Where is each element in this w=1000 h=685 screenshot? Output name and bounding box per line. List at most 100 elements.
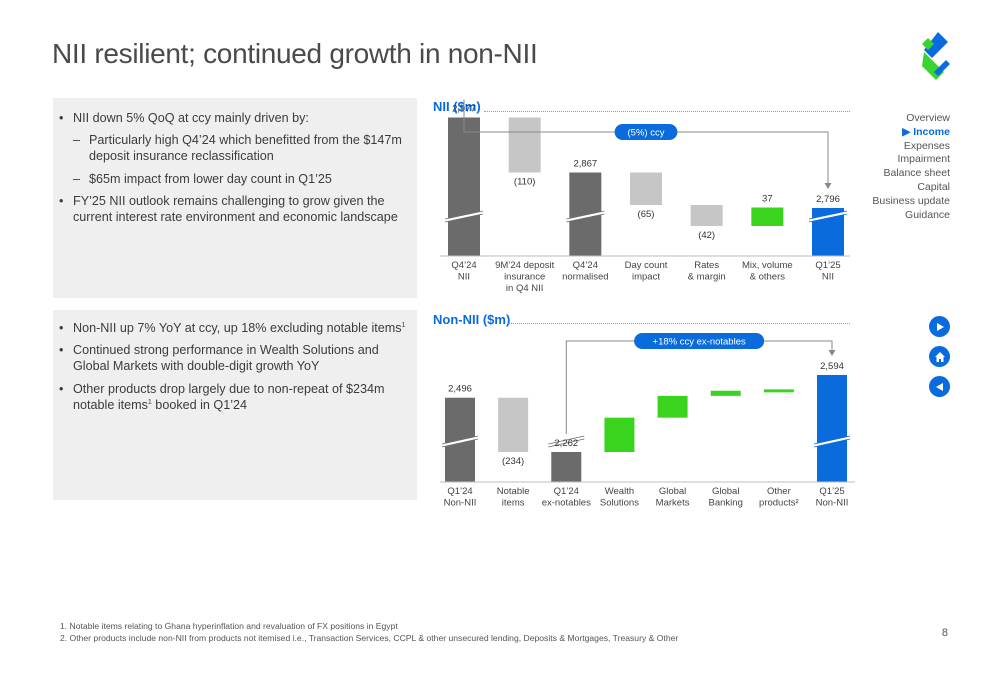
category-label: in Q4 NII [506, 283, 544, 294]
waterfall-bar [551, 452, 582, 482]
non-nii-chart-title: Non-NII ($m) [433, 312, 511, 327]
axis-break-mark [814, 436, 850, 447]
non-nii-bullet-list: Non-NII up 7% YoY at ccy, up 18% excludi… [53, 320, 417, 413]
footnotes: 1. Notable items relating to Ghana hyper… [60, 620, 678, 644]
annotation-pill [634, 333, 765, 349]
footnote: 1. Notable items relating to Ghana hyper… [60, 621, 398, 631]
axis-break-mark [809, 211, 847, 222]
category-label: Markets [656, 498, 690, 509]
waterfall-bar [604, 417, 635, 452]
bullet-item: Particularly high Q4’24 which benefitted… [53, 132, 417, 164]
category-label: Solutions [600, 498, 639, 509]
waterfall-bar [690, 205, 723, 226]
page-title: NII resilient; continued growth in non-N… [52, 38, 538, 69]
category-label: Q1’24 [554, 486, 579, 497]
category-label: Rates [694, 260, 719, 271]
data-label: (42) [698, 230, 715, 241]
data-label: 2,796 [816, 194, 840, 205]
annotation-text: (5%) ccy [628, 128, 665, 139]
bullet-item: Non-NII up 7% YoY at ccy, up 18% excludi… [53, 320, 417, 336]
bullet-item: $65m impact from lower day count in Q1’2… [53, 171, 417, 187]
waterfall-bar [448, 117, 480, 256]
page-number: 8 [941, 627, 948, 639]
axis-break-mark [444, 210, 484, 223]
category-label: Q1’25 [819, 486, 844, 497]
nav-item-capital[interactable]: Capital [917, 180, 950, 193]
bullet-item: Other products drop largely due to non-r… [53, 381, 417, 413]
nav-item-guidance[interactable]: Guidance [905, 208, 950, 221]
category-label: Non-NII [444, 498, 477, 509]
bullet-item: NII down 5% QoQ at ccy mainly driven by: [53, 110, 417, 126]
axis-break-mark [445, 211, 483, 222]
nav-item-overview[interactable]: Overview [906, 112, 950, 124]
category-label: Global [712, 486, 739, 497]
waterfall-bar [498, 397, 529, 452]
data-label: 2,594 [820, 361, 844, 372]
waterfall-bar [763, 389, 794, 393]
axis-break-mark [566, 210, 605, 223]
data-label: 37 [762, 194, 773, 205]
play-right-icon [936, 322, 944, 331]
waterfall-bar [657, 395, 688, 418]
non-nii-commentary-panel: Non-NII up 7% YoY at ccy, up 18% excludi… [53, 310, 417, 500]
category-label: Q4’24 [573, 260, 598, 271]
annotation-arrowhead [824, 183, 832, 189]
data-label: 2,262 [554, 438, 578, 449]
waterfall-bar [710, 390, 741, 396]
divider [484, 111, 850, 112]
category-label: insurance [504, 272, 545, 283]
category-label: NII [822, 272, 834, 283]
nii-bullet-list: NII down 5% QoQ at ccy mainly driven by:… [53, 110, 417, 225]
nav-item-business-update[interactable]: Business update [872, 194, 950, 207]
bullet-item: Continued strong performance in Wealth S… [53, 342, 417, 374]
bullet-item: FY’25 NII outlook remains challenging to… [53, 193, 417, 225]
divider [508, 323, 850, 324]
category-label: Q4’24 [451, 260, 476, 271]
axis-break-mark [442, 436, 478, 447]
play-left-icon [935, 382, 943, 391]
category-label: Notable [497, 486, 530, 497]
data-label: (234) [502, 456, 524, 467]
waterfall-bar [817, 374, 847, 482]
category-label: Non-NII [816, 498, 849, 509]
previous-slide-button[interactable] [929, 376, 950, 397]
home-icon [934, 351, 945, 362]
axis-break-mark [813, 435, 851, 448]
nav-item-expenses[interactable]: Expenses [903, 139, 950, 152]
waterfall-bar [508, 117, 541, 173]
category-label: 9M’24 deposit [495, 260, 555, 271]
category-label: Q1’25 [815, 260, 840, 271]
category-label: ex-notables [542, 498, 591, 509]
category-label: products² [759, 498, 799, 509]
section-nav: Overview ▶ Income Expenses Impairment Balanc… [872, 112, 950, 222]
axis-break-mark [808, 210, 848, 223]
nii-chart-title: NII ($m) [433, 99, 481, 114]
category-label: items [502, 498, 525, 509]
standard-chartered-logo [922, 32, 950, 80]
nav-item-impairment[interactable]: Impairment [897, 153, 950, 166]
annotation-arrowhead [828, 349, 836, 356]
nav-item-balance-sheet[interactable]: Balance sheet [883, 167, 950, 180]
axis-break-mark [548, 436, 585, 447]
category-label: NII [458, 272, 470, 283]
category-label: Other [767, 486, 791, 497]
data-label: (110) [514, 177, 535, 188]
data-label: 2,867 [573, 159, 597, 170]
category-label: & others [750, 272, 786, 283]
category-label: Banking [709, 498, 743, 509]
annotation-pill [614, 124, 678, 140]
footnote: 2. Other products include non-NII from p… [60, 633, 679, 643]
axis-break-mark [548, 435, 585, 448]
data-label: (65) [638, 209, 655, 220]
category-label: Wealth [605, 486, 634, 497]
waterfall-bar [630, 172, 662, 205]
data-label: 2,496 [448, 384, 472, 395]
nav-item-income[interactable]: ▶ Income [902, 125, 950, 138]
category-label: normalised [562, 272, 608, 283]
axis-break-mark [441, 435, 479, 448]
nii-commentary-panel: NII down 5% QoQ at ccy mainly driven by:… [53, 98, 417, 298]
home-button[interactable] [929, 346, 950, 367]
annotation-text: +18% ccy ex-notables [653, 337, 746, 348]
next-slide-button[interactable] [929, 316, 950, 337]
